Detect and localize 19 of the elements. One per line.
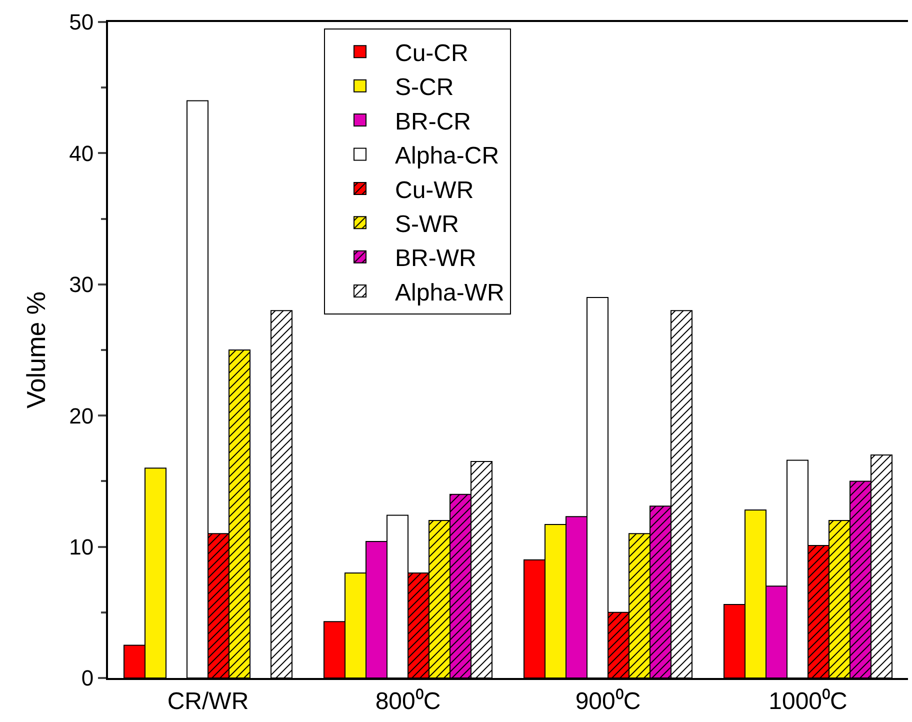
legend-label: Cu-WR bbox=[395, 176, 474, 204]
legend-label: Alpha-WR bbox=[395, 279, 504, 306]
legend-label: BR-WR bbox=[395, 245, 476, 272]
legend-label: BR-CR bbox=[395, 108, 471, 136]
y-tick-label: 20 bbox=[69, 403, 94, 428]
y-tick-label: 50 bbox=[69, 10, 94, 35]
y-tick-label: 10 bbox=[69, 534, 94, 560]
x-tick-label: 1000⁰C bbox=[768, 688, 848, 715]
x-tick-label: 800⁰C bbox=[375, 688, 441, 715]
legend-label: Cu-CR bbox=[395, 40, 468, 68]
legend-label: S-CR bbox=[395, 74, 454, 102]
y-tick-label: 0 bbox=[81, 666, 94, 691]
legend-label: S-WR bbox=[395, 211, 459, 238]
y-tick-label: 30 bbox=[69, 272, 94, 298]
x-tick-label: 900⁰C bbox=[575, 688, 641, 715]
y-axis-title: Volume % bbox=[21, 291, 51, 409]
legend-label: Alpha-CR bbox=[395, 142, 500, 170]
x-tick-label: CR/WR bbox=[167, 688, 249, 715]
y-tick-label: 40 bbox=[69, 140, 94, 166]
